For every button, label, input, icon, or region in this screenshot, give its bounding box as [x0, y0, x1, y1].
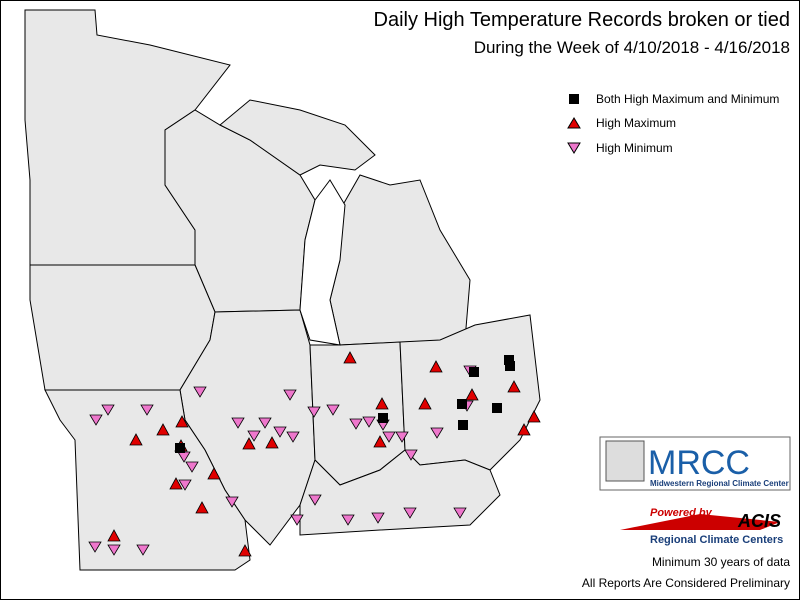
high-minimum-marker — [258, 417, 272, 429]
high-minimum-marker — [185, 461, 199, 473]
legend-square — [569, 94, 579, 104]
legend: Both High Maximum and Minimum High Maxim… — [567, 92, 779, 155]
logo-name: MRCC — [648, 444, 750, 482]
legend-label: High Minimum — [596, 141, 673, 155]
high-minimum-marker — [453, 507, 467, 519]
high-minimum-marker — [349, 418, 363, 430]
iowa — [29, 264, 216, 391]
both-marker — [457, 399, 467, 409]
high-minimum-marker — [307, 406, 321, 418]
high-maximum-marker — [343, 351, 357, 364]
upper-michigan — [219, 99, 376, 176]
high-minimum-marker — [231, 417, 245, 429]
legend-label: Both High Maximum and Minimum — [596, 92, 779, 106]
high-minimum-marker — [273, 426, 287, 438]
high-maximum-marker — [418, 397, 432, 410]
acis-logo: Powered by ACIS Regional Climate Centers — [620, 507, 783, 546]
high-maximum-marker — [465, 388, 479, 401]
high-minimum-marker — [430, 427, 444, 439]
both-marker — [492, 403, 502, 413]
high-minimum-marker — [88, 541, 102, 553]
high-minimum-marker — [326, 404, 340, 416]
legend-up-triangle — [567, 117, 581, 129]
high-minimum-marker — [362, 416, 376, 428]
high-maximum-marker — [238, 544, 252, 557]
high-minimum-marker — [382, 431, 396, 443]
high-maximum-marker — [129, 433, 143, 446]
acis-swoosh — [620, 514, 780, 530]
acis-caption: Regional Climate Centers — [650, 534, 783, 546]
high-maximum-marker — [527, 410, 541, 423]
both-marker — [505, 361, 515, 371]
high-minimum-marker — [178, 479, 192, 491]
both-marker — [458, 420, 468, 430]
missouri — [44, 389, 251, 571]
high-maximum-marker — [265, 436, 279, 449]
lake-michigan — [299, 179, 346, 346]
high-minimum-marker — [89, 414, 103, 426]
high-minimum-marker — [395, 431, 409, 443]
title: Daily High Temperature Records broken or… — [374, 9, 791, 31]
note: All Reports Are Considered Preliminary — [582, 576, 790, 590]
high-maximum-marker — [517, 423, 531, 436]
high-minimum-marker — [371, 512, 385, 524]
high-minimum-marker — [193, 386, 207, 398]
logo-caption: Midwestern Regional Climate Center — [650, 479, 789, 488]
subtitle: During the Week of 4/10/2018 - 4/16/2018 — [474, 38, 790, 57]
high-minimum-marker — [247, 430, 261, 442]
high-maximum-marker — [107, 529, 121, 542]
mrcc-logo: MRCC Midwestern Regional Climate Center — [599, 436, 791, 491]
high-maximum-marker — [175, 415, 189, 428]
legend-down-triangle — [567, 142, 581, 154]
both-marker — [504, 355, 514, 365]
kentucky — [299, 449, 501, 536]
legend-label: High Maximum — [596, 116, 676, 130]
high-minimum-marker — [140, 404, 154, 416]
high-maximum-marker — [169, 477, 183, 490]
high-maximum-marker — [242, 437, 256, 450]
high-maximum-marker — [429, 360, 443, 373]
high-maximum-marker — [375, 397, 389, 410]
high-maximum-marker — [195, 501, 209, 514]
high-minimum-marker — [290, 514, 304, 526]
high-minimum-marker — [404, 449, 418, 461]
station-markers — [88, 351, 541, 557]
high-maximum-marker — [156, 423, 170, 436]
high-minimum-marker — [101, 404, 115, 416]
high-minimum-marker — [286, 431, 300, 443]
high-minimum-marker — [225, 496, 239, 508]
acis-powered: Powered by — [650, 507, 713, 519]
high-minimum-marker — [136, 544, 150, 556]
high-minimum-marker — [341, 514, 355, 526]
high-minimum-marker — [107, 544, 121, 556]
high-minimum-marker — [403, 507, 417, 519]
both-marker — [175, 443, 185, 453]
acis-name: ACIS — [737, 511, 781, 531]
high-maximum-marker — [373, 435, 387, 448]
both-marker — [378, 413, 388, 423]
high-minimum-marker — [308, 494, 322, 506]
high-minimum-marker — [283, 389, 297, 401]
high-maximum-marker — [207, 467, 221, 480]
note: Minimum 30 years of data — [652, 555, 790, 569]
high-maximum-marker — [507, 380, 521, 393]
logo-map — [605, 440, 645, 482]
both-marker — [469, 367, 479, 377]
